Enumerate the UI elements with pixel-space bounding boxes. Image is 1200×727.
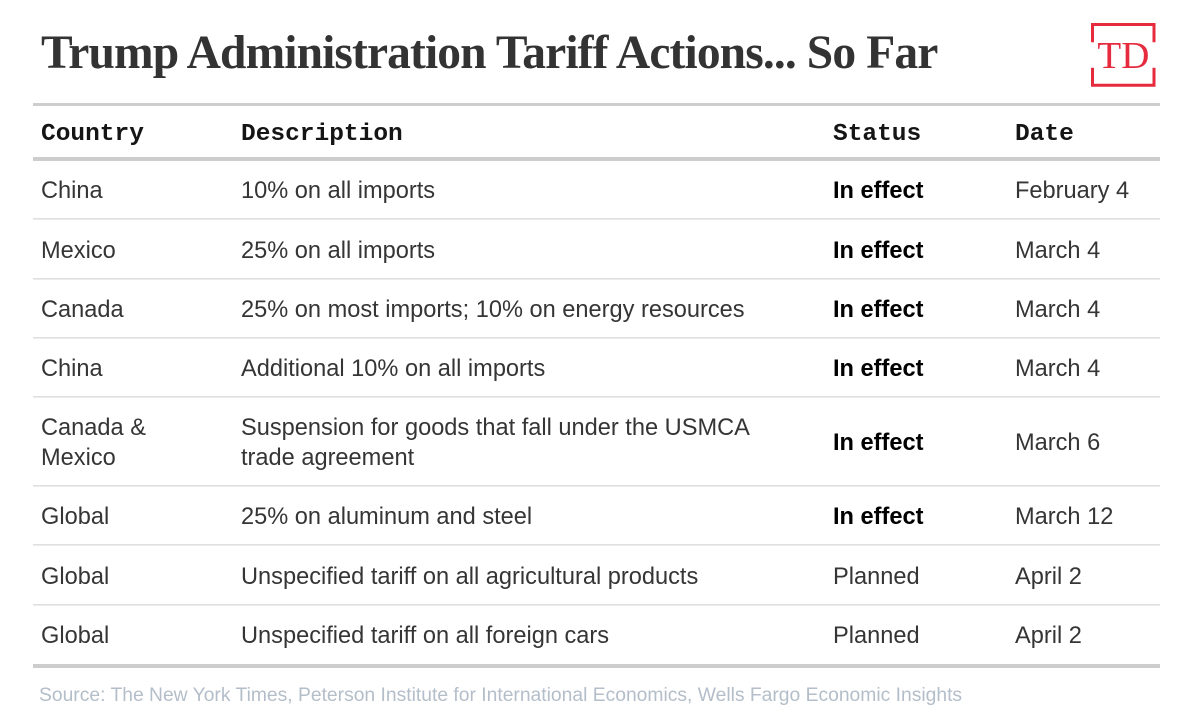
svg-text:TD: TD bbox=[1097, 35, 1149, 77]
